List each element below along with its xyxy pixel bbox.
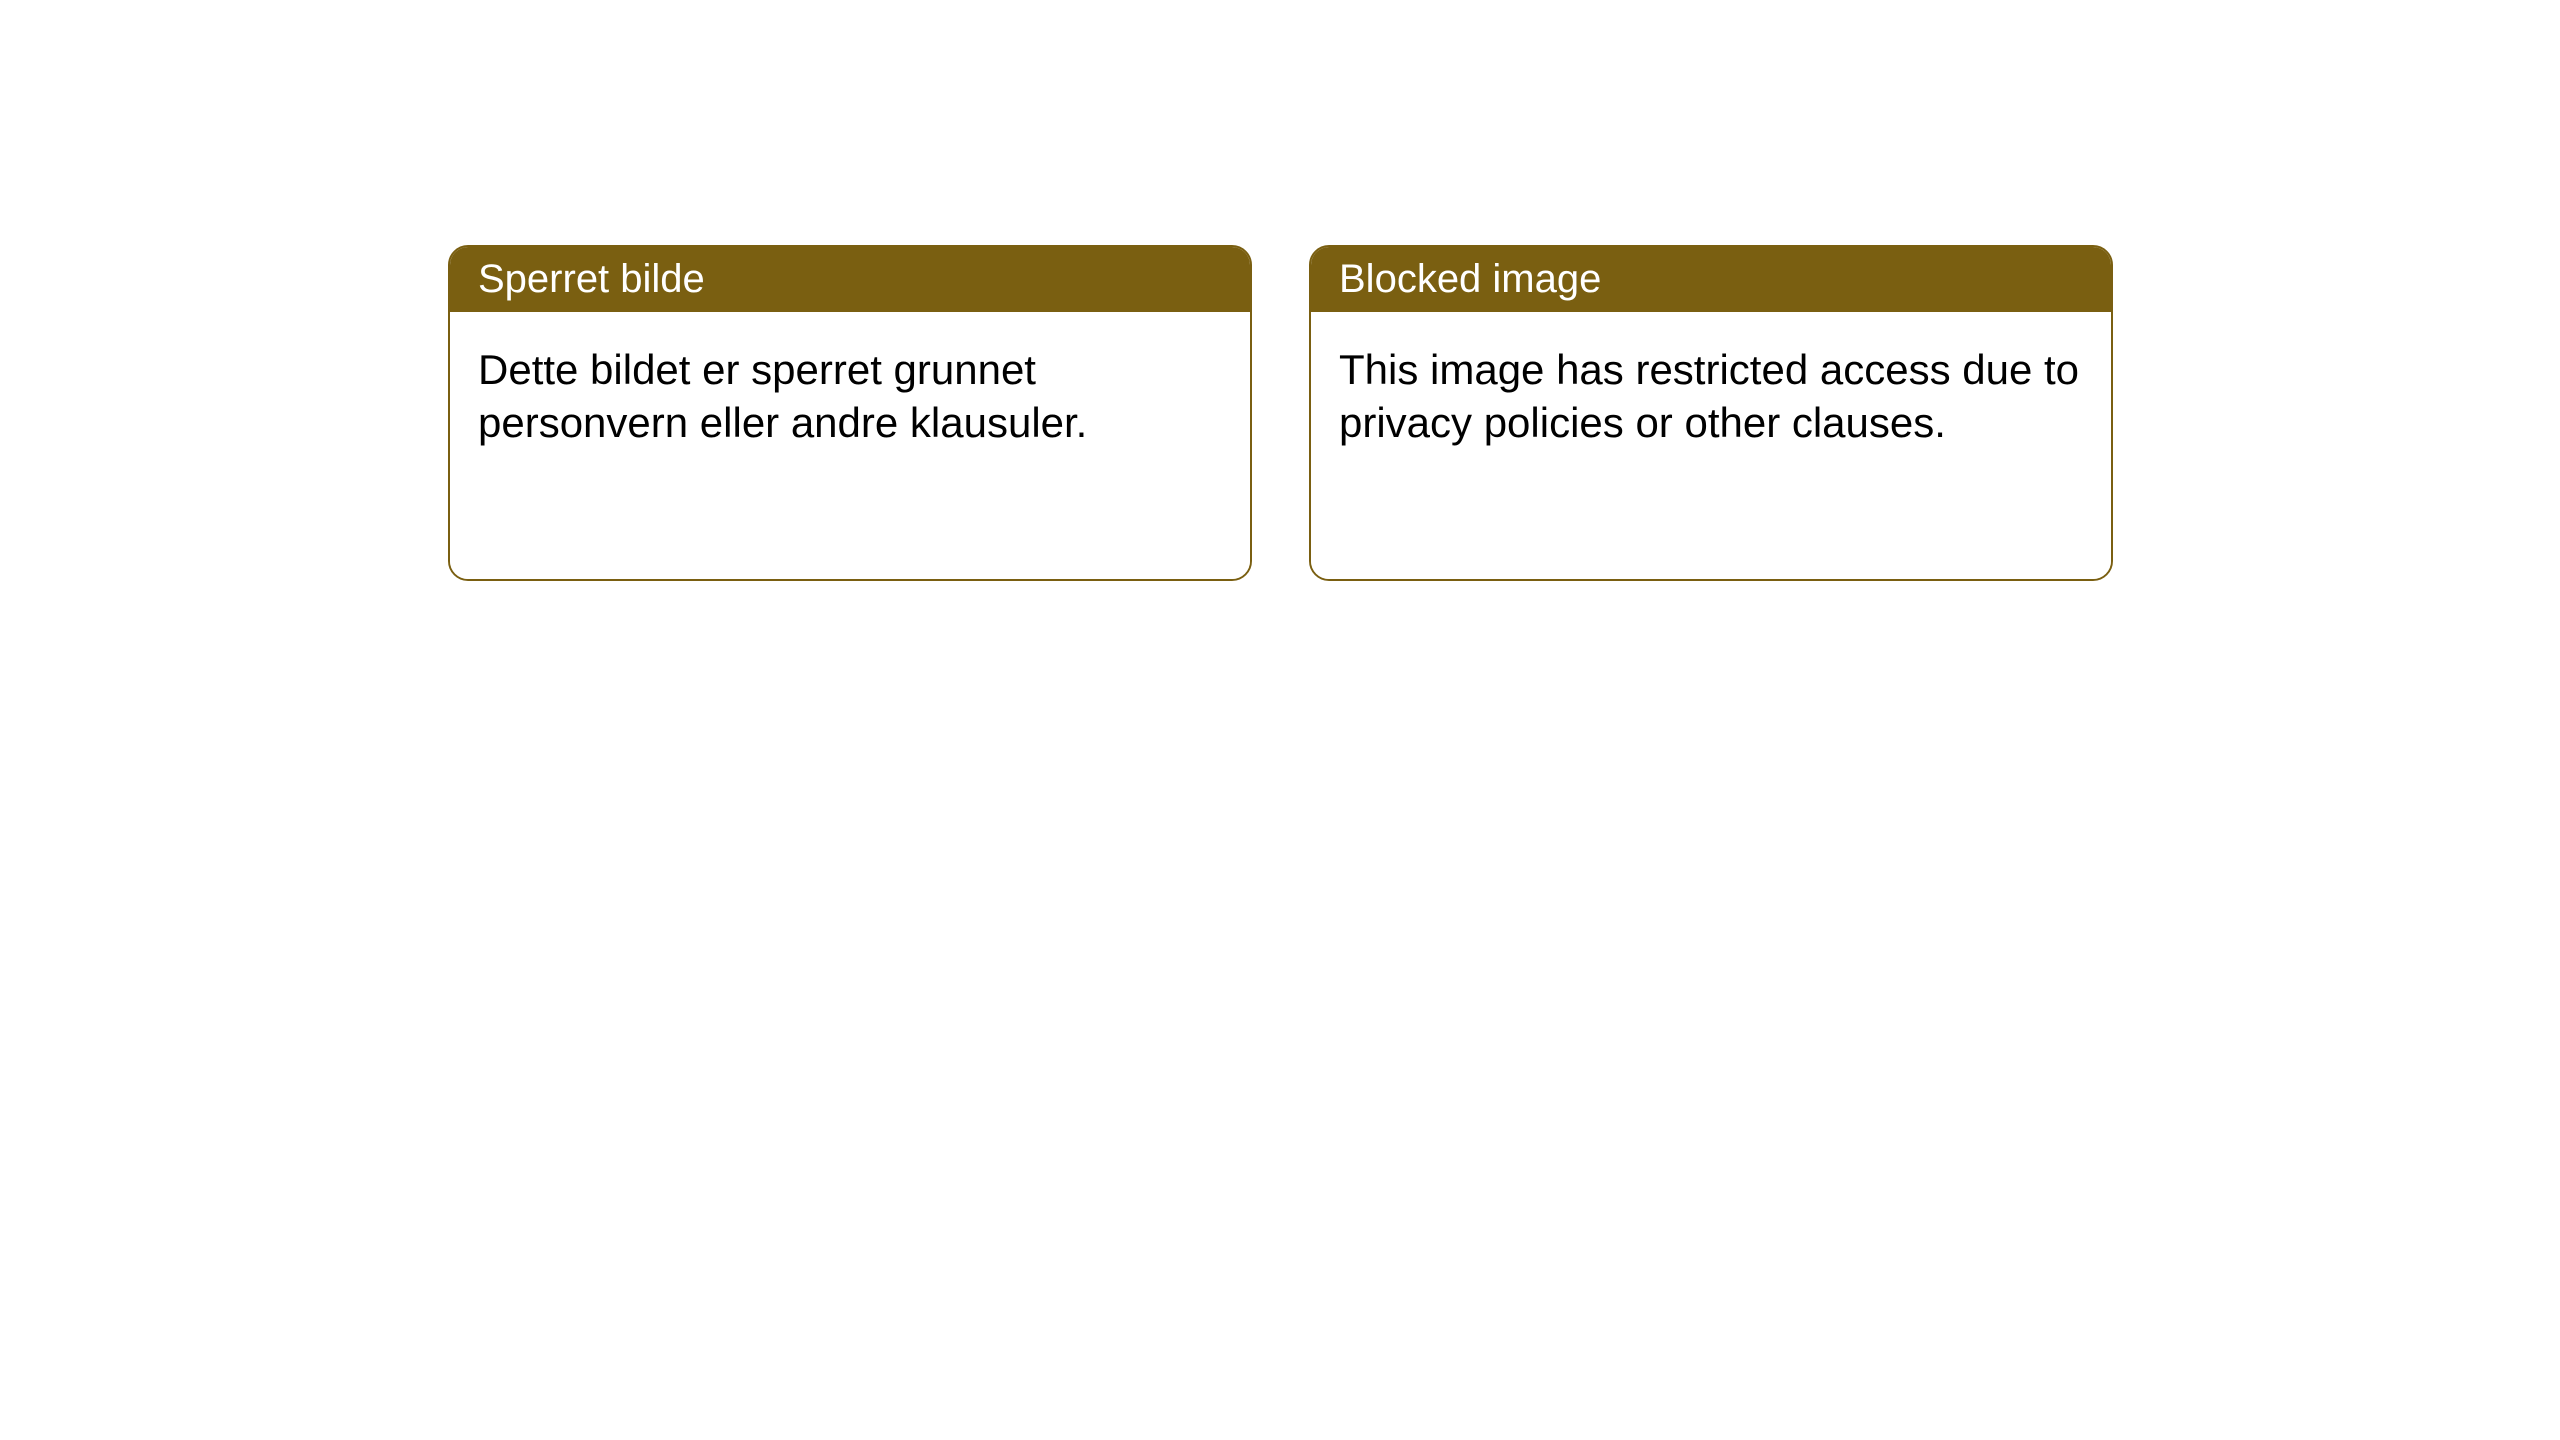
notice-body-norwegian: Dette bildet er sperret grunnet personve…: [450, 312, 1250, 579]
notice-card-english: Blocked image This image has restricted …: [1309, 245, 2113, 581]
notice-card-norwegian: Sperret bilde Dette bildet er sperret gr…: [448, 245, 1252, 581]
notice-body-english: This image has restricted access due to …: [1311, 312, 2111, 579]
notice-title-english: Blocked image: [1311, 247, 2111, 312]
notice-container: Sperret bilde Dette bildet er sperret gr…: [448, 245, 2113, 581]
notice-title-norwegian: Sperret bilde: [450, 247, 1250, 312]
